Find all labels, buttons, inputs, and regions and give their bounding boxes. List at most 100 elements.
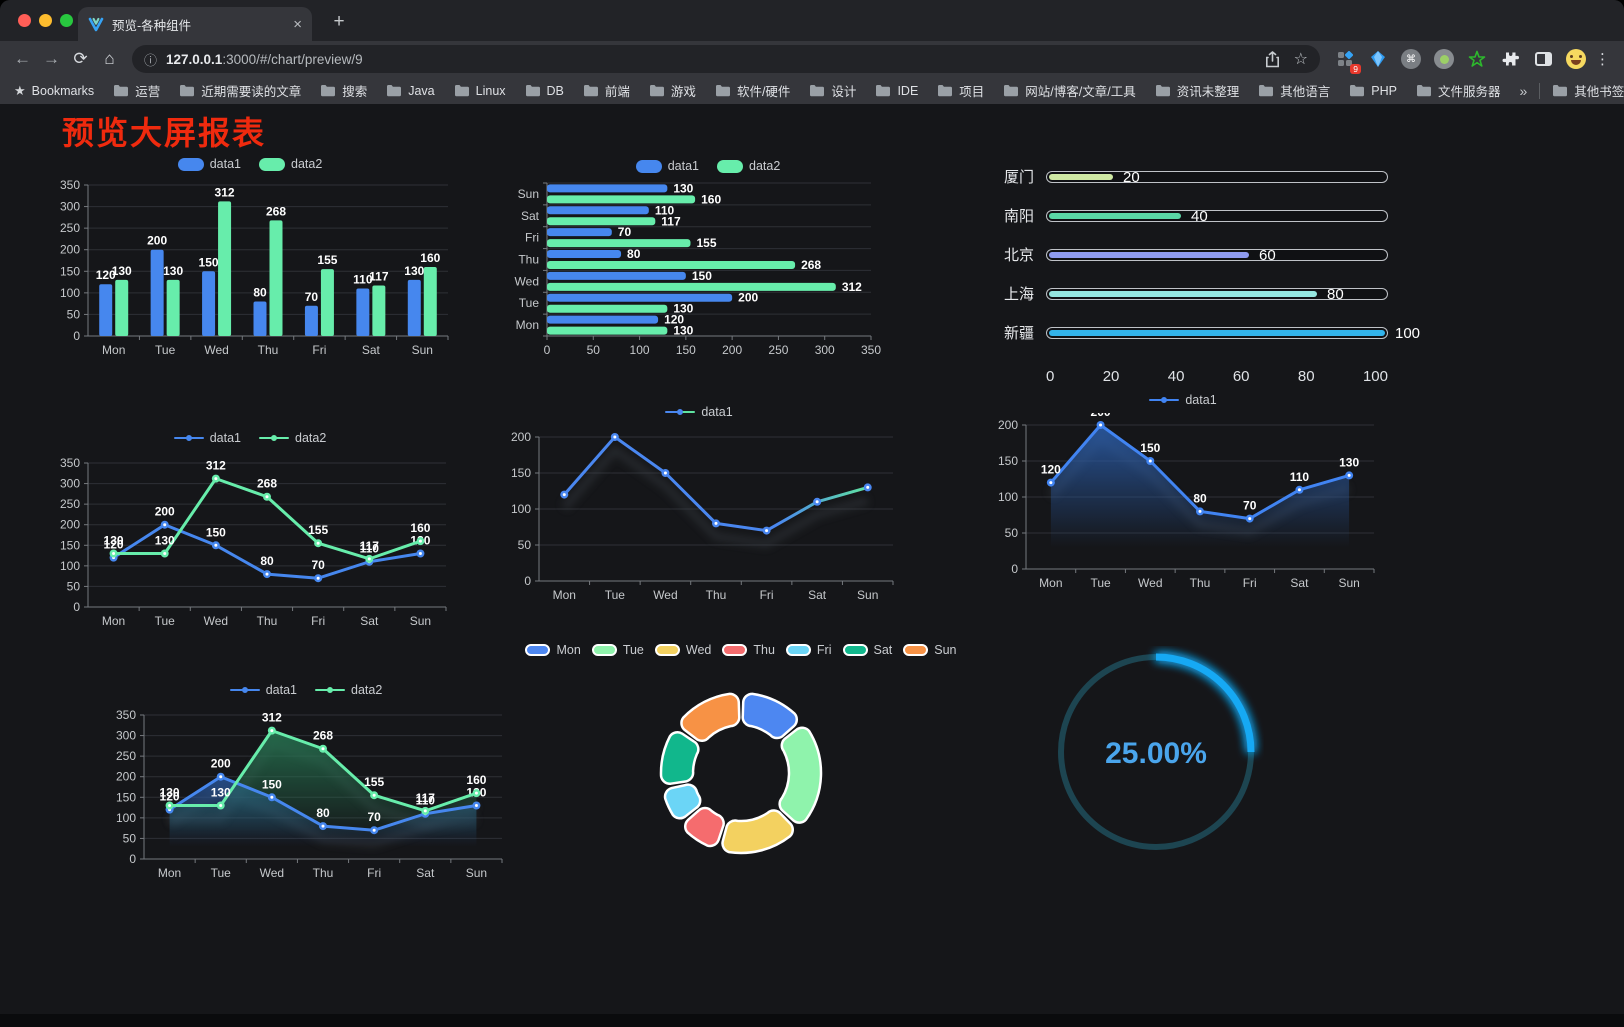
legend-item-Wed[interactable]: Wed [654, 643, 711, 657]
extension-command-icon[interactable]: ⌘ [1398, 46, 1424, 72]
bookmark-item[interactable]: DB [525, 84, 564, 98]
legend-item-data1[interactable]: data1 [665, 405, 733, 419]
legend-item-data1[interactable]: data1 [177, 157, 241, 171]
legend-item-Thu[interactable]: Thu [722, 643, 775, 657]
bookmark-item[interactable]: 其他语言 [1258, 81, 1330, 100]
legend-item-data2[interactable]: data2 [259, 431, 326, 445]
back-button[interactable]: ← [14, 49, 31, 68]
extension-record-icon[interactable] [1431, 46, 1457, 72]
bookmark-item[interactable]: Java [386, 84, 435, 98]
two-series-line-chart: data1 data2 0 50 100 150 200 250 300 350 Mon Tue Wed… [42, 425, 458, 637]
address-bar[interactable]: ⓘ 127.0.0.1 :3000/#/chart/preview/9 ☆ [132, 45, 1320, 73]
legend-item-Tue[interactable]: Tue [591, 643, 644, 657]
reload-button[interactable]: ⟳ [73, 49, 88, 68]
horizontal-bar-chart: data1 data2 0 50 100 150 200 250 300 350 Sun 130 160… [503, 153, 913, 366]
close-tab-icon[interactable]: × [293, 15, 302, 33]
doughnut-slice-Thu[interactable] [683, 806, 725, 848]
tab-strip: 预览-各种组件 × + [0, 0, 1624, 41]
bookmarks-overflow-chevron[interactable]: » [1519, 82, 1528, 99]
page-content: 预览大屏报表 data1 data2 0 50 100 150 200 250 300 350 Mo… [0, 104, 1624, 1027]
bookmark-item[interactable]: 网站/博客/文章/工具 [1003, 81, 1136, 100]
bookmark-item[interactable]: 运营 [113, 81, 160, 100]
folder-icon [525, 85, 540, 97]
bookmark-item[interactable]: ★ Bookmarks [14, 82, 95, 98]
bookmark-item[interactable]: 近期需要读的文章 [179, 81, 301, 100]
svg-text:Fri: Fri [311, 614, 325, 628]
svg-text:Wed: Wed [260, 866, 284, 880]
progress-track: 40 [1046, 208, 1388, 225]
svg-text:Mon: Mon [158, 866, 181, 880]
extension-puzzle-icon[interactable] [1497, 46, 1523, 72]
legend-item-data1[interactable]: data1 [1149, 393, 1217, 407]
chart-canvas: 0 50 100 150 200 Mon Tue Wed Thu Fri Sat Sun [511, 430, 894, 602]
legend-item-data2[interactable]: data2 [717, 159, 780, 173]
doughnut-slice-Fri[interactable] [663, 783, 702, 820]
legend-item-data2[interactable]: data2 [315, 683, 382, 697]
bookmark-item[interactable]: 文件服务器 [1416, 81, 1500, 100]
doughnut-slice-Mon[interactable] [741, 692, 799, 740]
svg-text:50: 50 [123, 831, 137, 845]
legend-item-Mon[interactable]: Mon [525, 643, 581, 657]
svg-text:268: 268 [266, 204, 286, 218]
browser-tab[interactable]: 预览-各种组件 × [78, 7, 312, 41]
doughnut-slice-Sun[interactable] [680, 692, 741, 742]
svg-text:300: 300 [60, 200, 80, 214]
doughnut-slice-Wed[interactable] [721, 809, 794, 855]
legend-item-Sun[interactable]: Sun [903, 643, 957, 657]
legend-item-data1[interactable]: data1 [635, 159, 699, 173]
bookmark-item[interactable]: 游戏 [649, 81, 696, 100]
legend-item-data1[interactable]: data1 [229, 683, 297, 697]
svg-text:110: 110 [1290, 470, 1310, 484]
chart-canvas [659, 692, 823, 855]
other-bookmarks-folder[interactable]: 其他书签 [1552, 81, 1624, 100]
emoji-extension-icon[interactable] [1563, 46, 1589, 72]
legend-item-data2[interactable]: data2 [259, 157, 322, 171]
svg-text:150: 150 [692, 269, 712, 283]
folder-icon [1416, 85, 1431, 97]
site-info-icon[interactable]: ⓘ [144, 52, 158, 68]
sidebar-toggle-icon[interactable] [1530, 46, 1556, 72]
minimize-window-button[interactable] [39, 14, 52, 27]
svg-text:200: 200 [738, 291, 758, 305]
svg-text:0: 0 [524, 574, 531, 588]
folder-icon [387, 85, 402, 97]
progress-row-南阳: 南阳 40 [988, 196, 1388, 235]
forward-button[interactable]: → [43, 49, 60, 68]
doughnut-slice-Sat[interactable] [659, 731, 700, 785]
legend-item-data1[interactable]: data1 [173, 431, 241, 445]
bookmark-item[interactable]: Linux [454, 84, 506, 98]
close-window-button[interactable] [18, 14, 31, 27]
maximize-window-button[interactable] [60, 14, 73, 27]
bookmark-item[interactable]: 搜索 [320, 81, 367, 100]
bookmark-item[interactable]: PHP [1349, 84, 1397, 98]
legend-item-Fri[interactable]: Fri [785, 643, 832, 657]
bookmark-item[interactable]: 前端 [583, 81, 630, 100]
new-tab-button[interactable]: + [333, 11, 345, 32]
bookmark-item[interactable]: IDE [875, 84, 918, 98]
bookmark-item[interactable]: 资讯未整理 [1155, 81, 1239, 100]
home-button[interactable]: ⌂ [104, 49, 115, 68]
doughnut-slice-Tue[interactable] [778, 726, 823, 824]
svg-text:0: 0 [1011, 562, 1018, 576]
svg-text:Fri: Fri [312, 343, 326, 357]
svg-text:150: 150 [262, 777, 282, 791]
bookmark-item[interactable]: 设计 [809, 81, 856, 100]
extension-gem-icon[interactable] [1365, 46, 1391, 72]
svg-text:25.00%: 25.00% [1105, 737, 1207, 770]
extension-grid-icon[interactable]: 9 [1332, 46, 1361, 74]
bookmark-page-star-icon[interactable]: ☆ [1293, 51, 1308, 68]
share-icon[interactable] [1265, 50, 1280, 68]
svg-text:200: 200 [60, 518, 80, 532]
svg-text:200: 200 [722, 343, 742, 357]
bookmark-item[interactable]: 软件/硬件 [715, 81, 790, 100]
svg-text:110: 110 [353, 273, 373, 287]
browser-menu-icon[interactable]: ⋮ [1595, 51, 1610, 68]
legend-item-Sat[interactable]: Sat [842, 643, 892, 657]
area-line-chart: data1 0 50 100 150 200 Mon Tue Wed Thu Fri Sat Sun 12… [980, 387, 1386, 599]
bookmark-item[interactable]: 项目 [937, 81, 984, 100]
folder-icon [715, 85, 730, 97]
two-series-area-chart: data1 data2 0 50 100 150 200 250 300 350 Mon Tue Wed… [98, 677, 514, 889]
extension-star-icon[interactable] [1464, 46, 1490, 72]
svg-text:130: 130 [673, 324, 693, 338]
